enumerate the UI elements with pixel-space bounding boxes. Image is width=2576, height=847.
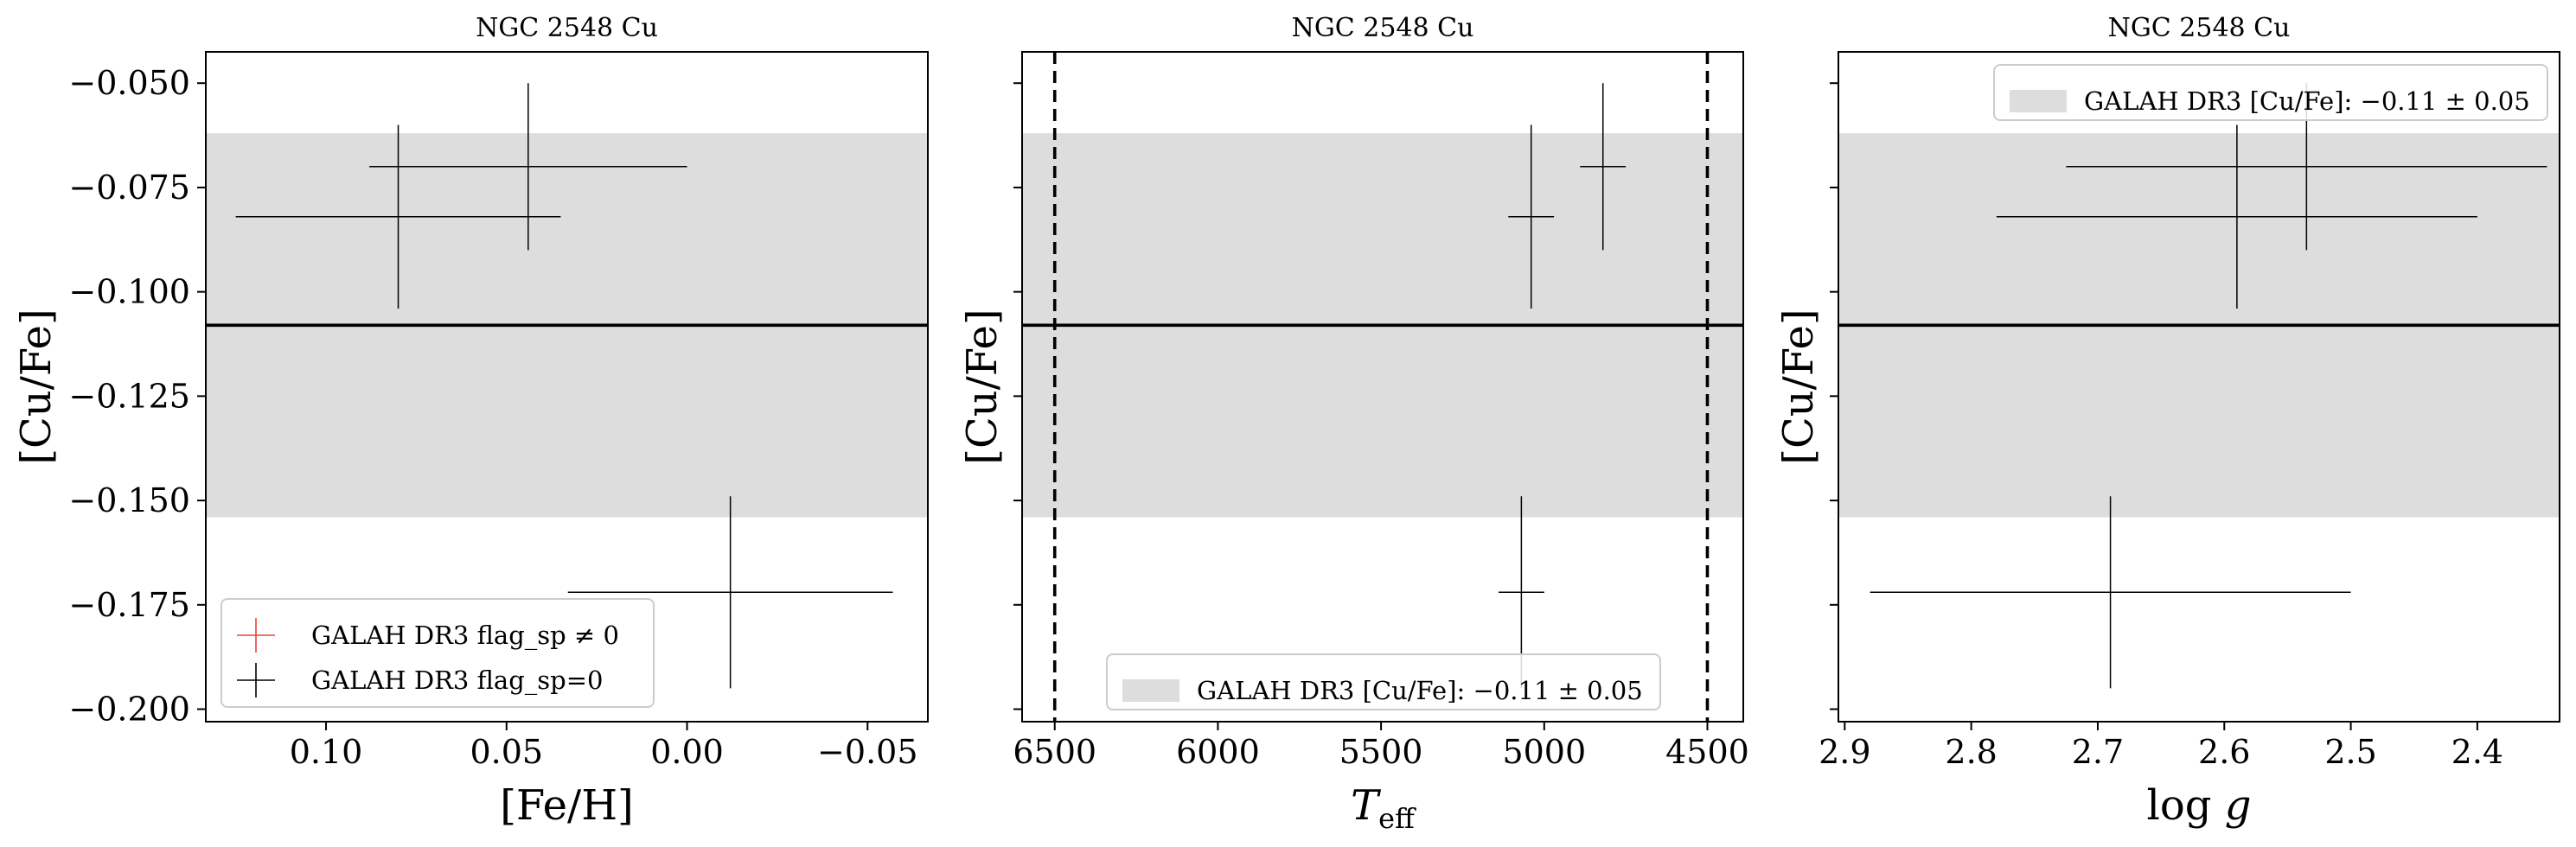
- x-tick-label: 2.5: [2324, 733, 2376, 771]
- legend-frame: [1993, 64, 2548, 121]
- axes-frame: [1021, 51, 1744, 723]
- legend-band-swatch: [1122, 679, 1179, 702]
- x-tick-label: 2.8: [1945, 733, 1997, 771]
- y-tick-label: −0.100: [68, 273, 190, 311]
- x-tick-label: 5500: [1339, 733, 1423, 771]
- y-axis-label: [Cu/Fe]: [1774, 309, 1823, 464]
- plot-area: [1022, 52, 1743, 722]
- errorbar-point: [369, 83, 687, 251]
- y-axis-label: [Cu/Fe]: [12, 309, 61, 464]
- errorbar-point: [1580, 83, 1627, 251]
- legend-2: GALAH DR3 [Cu/Fe]: −0.11 ± 0.05: [1993, 64, 2548, 121]
- legend-band-swatch: [2010, 90, 2067, 112]
- x-tick-label: 2.6: [2198, 733, 2250, 771]
- x-tick-label: −0.05: [817, 733, 917, 771]
- y-tick-label: −0.125: [68, 377, 190, 415]
- y-tick-label: −0.050: [68, 64, 190, 102]
- x-tick-label: 0.10: [290, 733, 363, 771]
- errorbar-point: [1508, 124, 1555, 309]
- x-tick-label: 2.7: [2072, 733, 2124, 771]
- y-tick-label: −0.175: [68, 586, 190, 624]
- errorbar-point: [567, 496, 893, 689]
- panel-1: 0.10 0.05 0.00 −0.05 −0.200 −0.175 −0.150 −0.12…: [12, 13, 929, 830]
- x-axis-label: [Fe/H]: [500, 781, 634, 830]
- x-tick-label: 6500: [1013, 733, 1096, 771]
- legend-0: GALAH DR3 flag_sp ≠ 0 GALAH DR3 flag_sp=0: [221, 598, 655, 708]
- legend-label: GALAH DR3 flag_sp ≠ 0: [311, 621, 619, 651]
- axes-frame: [205, 51, 929, 723]
- panel-title: NGC 2548 Cu: [1292, 13, 1474, 43]
- legend-frame: [221, 598, 655, 708]
- axes-frame: [1838, 51, 2560, 723]
- errorbar-point: [1870, 496, 2351, 689]
- x-tick-label: 2.4: [2451, 733, 2503, 771]
- legend-1: GALAH DR3 [Cu/Fe]: −0.11 ± 0.05: [1106, 653, 1661, 710]
- x-axis-label: Teff: [1351, 781, 1416, 835]
- plot-area: [206, 83, 928, 689]
- x-tick-label: 4500: [1665, 733, 1749, 771]
- y-tick-label: −0.075: [68, 169, 190, 207]
- x-tick-label: 6000: [1176, 733, 1260, 771]
- legend-label: GALAH DR3 flag_sp=0: [311, 666, 603, 696]
- panel-3: 2.9 2.8 2.7 2.6 2.5 2.4 NGC 2548 Cu log g [Cu/Fe…: [1774, 13, 2560, 830]
- y-tick-label: −0.150: [68, 481, 190, 519]
- legend-label: GALAH DR3 [Cu/Fe]: −0.11 ± 0.05: [2084, 86, 2530, 116]
- errorbar-point: [1996, 124, 2477, 309]
- legend-label: GALAH DR3 [Cu/Fe]: −0.11 ± 0.05: [1197, 676, 1643, 705]
- y-tick-label: −0.200: [68, 691, 190, 729]
- panel-title: NGC 2548 Cu: [2108, 13, 2291, 43]
- legend-frame: [1106, 653, 1661, 710]
- panel-2: 6500 6000 5500 5000 4500 NGC 2548 Cu Teff [Cu/F…: [958, 13, 1749, 835]
- panel-title: NGC 2548 Cu: [476, 13, 658, 43]
- x-tick-label: 0.00: [650, 733, 724, 771]
- x-tick-label: 5000: [1502, 733, 1586, 771]
- x-tick-label: 2.9: [1819, 733, 1870, 771]
- y-axis-label: [Cu/Fe]: [958, 309, 1007, 464]
- plot-area: [1838, 83, 2560, 689]
- x-tick-label: 0.05: [470, 733, 543, 771]
- errorbar-point: [235, 124, 561, 309]
- x-axis-label: log g: [2147, 781, 2252, 830]
